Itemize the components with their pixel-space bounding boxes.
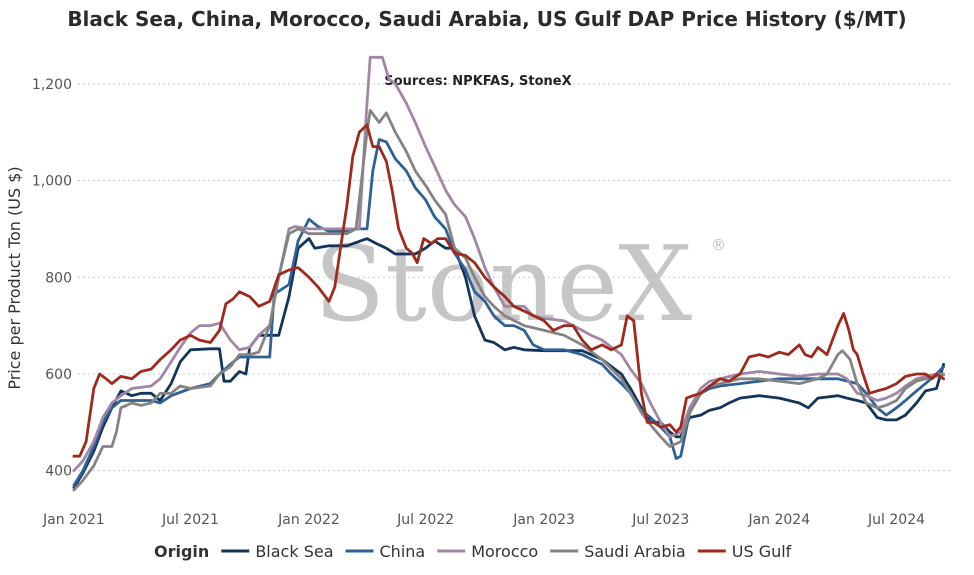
x-tick-label: Jul 2024 xyxy=(867,512,925,528)
x-axis: Jan 2021 Jul 2021 Jan 2022 Jul 2022 Jan 2023… xyxy=(42,512,925,528)
x-tick-label: Jan 2022 xyxy=(277,512,340,528)
series-line-black-sea xyxy=(72,237,945,489)
legend: Origin Black Sea China Morocco Saudi Arabia U… xyxy=(154,542,792,561)
y-tick-label: 600 xyxy=(45,367,72,383)
series-line-morocco xyxy=(72,55,945,473)
legend-label-morocco: Morocco xyxy=(471,542,538,561)
chart-subtitle: Sources: NPKFAS, StoneX xyxy=(384,74,571,89)
x-tick-label: Jan 2023 xyxy=(512,512,575,528)
series-lines xyxy=(72,55,945,492)
y-tick-label: 800 xyxy=(45,270,72,286)
series-line-saudi-arabia xyxy=(72,109,945,492)
watermark: StoneX ® xyxy=(314,223,726,345)
y-tick-label: 1,200 xyxy=(32,77,72,93)
legend-label-black-sea: Black Sea xyxy=(255,542,333,561)
watermark-registered-mark: ® xyxy=(711,236,726,254)
y-tick-label: 1,000 xyxy=(32,174,72,190)
legend-label-us-gulf: US Gulf xyxy=(732,542,792,561)
x-tick-label: Jul 2022 xyxy=(396,512,454,528)
series-line-us-gulf xyxy=(72,123,945,458)
x-tick-label: Jan 2024 xyxy=(747,512,810,528)
x-tick-label: Jan 2021 xyxy=(42,512,105,528)
y-axis: 400 600 800 1,000 1,200 xyxy=(32,77,72,480)
legend-title: Origin xyxy=(154,542,209,561)
y-tick-label: 400 xyxy=(45,464,72,480)
legend-label-china: China xyxy=(380,542,426,561)
x-tick-label: Jul 2021 xyxy=(161,512,219,528)
legend-label-saudi-arabia: Saudi Arabia xyxy=(584,542,686,561)
chart-title: Black Sea, China, Morocco, Saudi Arabia,… xyxy=(67,7,907,31)
x-tick-label: Jul 2023 xyxy=(631,512,689,528)
y-axis-title: Price per Product Ton (US $) xyxy=(5,166,24,389)
